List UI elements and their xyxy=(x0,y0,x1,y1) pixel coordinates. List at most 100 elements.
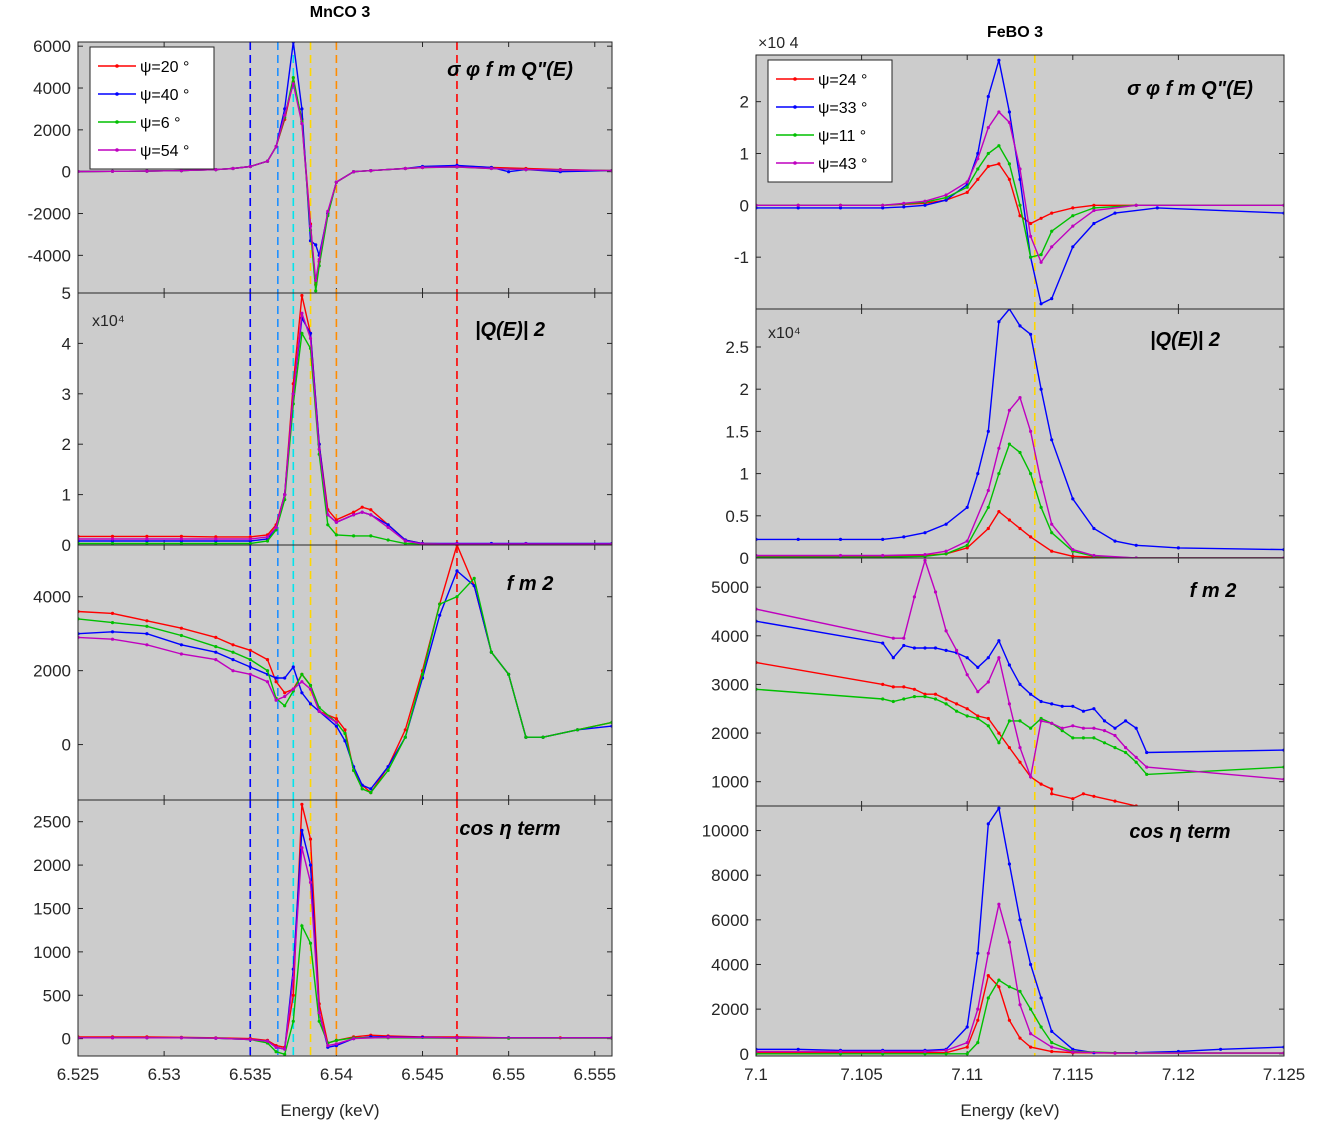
x-tick-label: 7.105 xyxy=(840,1065,883,1084)
data-point xyxy=(997,144,1001,148)
data-point xyxy=(1134,760,1138,764)
data-point xyxy=(965,543,969,547)
data-point xyxy=(438,602,442,606)
data-point xyxy=(291,1019,295,1023)
y-tick-label: 1.5 xyxy=(725,422,749,441)
data-point xyxy=(1018,203,1022,207)
series-ψ=6 ° xyxy=(78,576,612,795)
data-point xyxy=(352,1037,356,1041)
data-point xyxy=(796,206,800,210)
data-point xyxy=(274,1050,278,1054)
data-point xyxy=(369,787,373,791)
y-tick-label: 0 xyxy=(740,196,749,215)
data-point xyxy=(902,535,906,539)
data-point xyxy=(997,978,1001,982)
data-point xyxy=(343,739,347,743)
data-point xyxy=(231,658,235,662)
data-point xyxy=(923,692,927,696)
x-tick-label: 6.525 xyxy=(57,1065,100,1084)
data-point xyxy=(1029,1045,1033,1049)
data-point xyxy=(965,190,969,194)
y-tick-label: 1500 xyxy=(33,899,71,918)
data-point xyxy=(902,205,906,209)
data-point xyxy=(1018,1003,1022,1007)
y-tick-label: 4000 xyxy=(33,79,71,98)
data-point xyxy=(300,691,304,695)
data-point xyxy=(291,665,295,669)
data-point xyxy=(1050,721,1054,725)
data-point xyxy=(997,510,1001,514)
data-point xyxy=(283,1052,287,1056)
data-point xyxy=(881,553,885,558)
data-point xyxy=(1092,203,1096,207)
data-point xyxy=(110,169,115,173)
data-point xyxy=(1071,554,1075,558)
data-point xyxy=(308,224,313,228)
legend-box xyxy=(89,46,215,170)
data-point xyxy=(274,680,278,684)
data-point xyxy=(291,76,295,80)
axis-multiplier: x10⁴ xyxy=(768,325,801,342)
data-point xyxy=(1050,549,1054,553)
data-point xyxy=(997,741,1001,745)
data-point xyxy=(1018,396,1022,400)
data-point xyxy=(881,1052,885,1056)
legend-marker xyxy=(115,148,119,152)
data-point xyxy=(986,505,990,509)
data-point xyxy=(986,151,990,156)
data-point xyxy=(214,168,218,172)
data-point xyxy=(403,735,407,739)
data-point xyxy=(283,493,287,497)
data-point xyxy=(965,673,969,677)
data-point xyxy=(1050,438,1054,442)
data-point xyxy=(1007,746,1012,750)
data-point xyxy=(179,643,183,647)
data-point xyxy=(891,699,895,704)
data-point xyxy=(386,1035,390,1039)
series-line xyxy=(756,309,1284,551)
data-point xyxy=(1092,526,1096,531)
data-point xyxy=(1018,177,1022,181)
data-point xyxy=(1071,245,1075,249)
series-ψ=54 ° xyxy=(78,311,612,545)
data-point xyxy=(944,552,948,556)
y-tick-label: -1 xyxy=(734,248,749,267)
panel-3: 4000 2000 0 f m 2 xyxy=(33,544,613,801)
axis-multiplier: ×10 4 xyxy=(758,35,799,52)
data-point xyxy=(265,680,270,684)
data-point xyxy=(248,164,252,169)
data-point xyxy=(1018,167,1022,171)
data-point xyxy=(403,539,407,543)
data-point xyxy=(1071,1050,1075,1054)
data-point xyxy=(944,697,948,701)
data-point xyxy=(1113,211,1117,215)
data-point xyxy=(1219,1047,1223,1051)
data-point xyxy=(274,698,278,702)
data-point xyxy=(976,1007,980,1011)
data-point xyxy=(986,429,990,433)
axes-frame xyxy=(755,805,1285,1057)
data-point xyxy=(923,558,927,563)
panel-title: |Q(E)| 2 xyxy=(1150,329,1220,351)
data-point xyxy=(902,697,906,701)
data-point xyxy=(976,714,980,718)
data-point xyxy=(300,293,304,298)
data-point xyxy=(308,880,313,885)
data-point xyxy=(1018,450,1022,455)
data-point xyxy=(944,1048,948,1052)
legend-label: ψ=6 ° xyxy=(140,115,181,132)
series-line xyxy=(756,620,1284,754)
data-point xyxy=(997,985,1001,989)
data-point xyxy=(420,165,425,170)
data-point xyxy=(1039,387,1043,391)
panel-6: 2.5 2 1.5 1 0.5 0 |Q(E)| 2 x10⁴ xyxy=(725,308,1285,568)
y-tick-label: 1 xyxy=(62,486,71,505)
data-point xyxy=(1007,985,1012,989)
data-point xyxy=(965,185,969,189)
plot-area xyxy=(756,806,1284,1056)
y-tick-label: 1 xyxy=(740,144,749,163)
data-point xyxy=(145,643,149,647)
data-point xyxy=(1007,1018,1012,1022)
data-point xyxy=(455,595,459,599)
data-point xyxy=(1039,302,1043,306)
